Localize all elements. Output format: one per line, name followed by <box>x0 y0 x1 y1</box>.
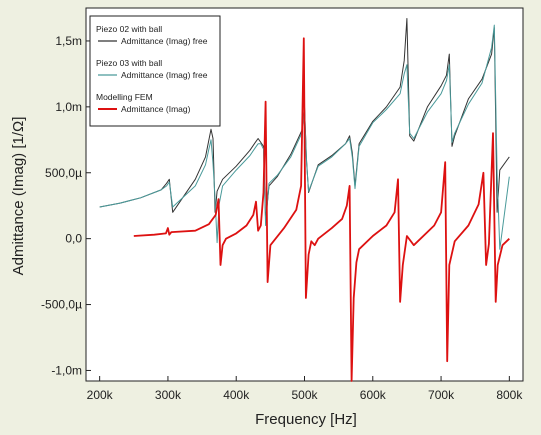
series-line-1 <box>99 18 510 221</box>
x-tick-label: 400k <box>223 388 250 402</box>
x-tick-label: 600k <box>360 388 387 402</box>
legend-entry-label: Admittance (Imag) <box>121 104 191 114</box>
y-tick-label: 500,0µ <box>45 166 82 180</box>
series-line-2 <box>99 24 510 250</box>
y-tick-label: -500,0µ <box>41 298 82 312</box>
y-tick-label: 1,0m <box>55 100 82 114</box>
legend-group-label: Modelling FEM <box>96 92 153 102</box>
x-tick-label: 200k <box>87 388 114 402</box>
legend-box <box>89 15 221 127</box>
x-tick-label: 300k <box>155 388 182 402</box>
legend-group-label: Piezo 03 with ball <box>96 58 162 68</box>
y-tick-label: 0,0 <box>65 232 82 246</box>
y-tick-label: 1,5m <box>55 34 82 48</box>
legend-entry-label: Admittance (Imag) free <box>121 36 208 46</box>
series-line-3 <box>133 37 510 382</box>
y-tick-label: -1,0m <box>51 363 82 377</box>
y-axis-label: Admittance (Imag) [1/Ω] <box>10 117 27 276</box>
x-tick-label: 500k <box>291 388 318 402</box>
legend-group-label: Piezo 02 with ball <box>96 24 162 34</box>
legend-entry-label: Admittance (Imag) free <box>121 70 208 80</box>
series-layer <box>99 18 510 382</box>
y-axis-ticks: 1,5m 1,0m 500,0µ 0,0 -500,0µ -1,0m <box>41 34 91 377</box>
x-axis-ticks: 200k 300k 400k 500k 600k 700k 800k <box>87 376 523 402</box>
legend: Piezo 02 with ball Admittance (Imag) free… <box>89 15 221 127</box>
x-tick-label: 800k <box>496 388 523 402</box>
x-tick-label: 700k <box>428 388 455 402</box>
x-axis-label: Frequency [Hz] <box>255 411 357 428</box>
